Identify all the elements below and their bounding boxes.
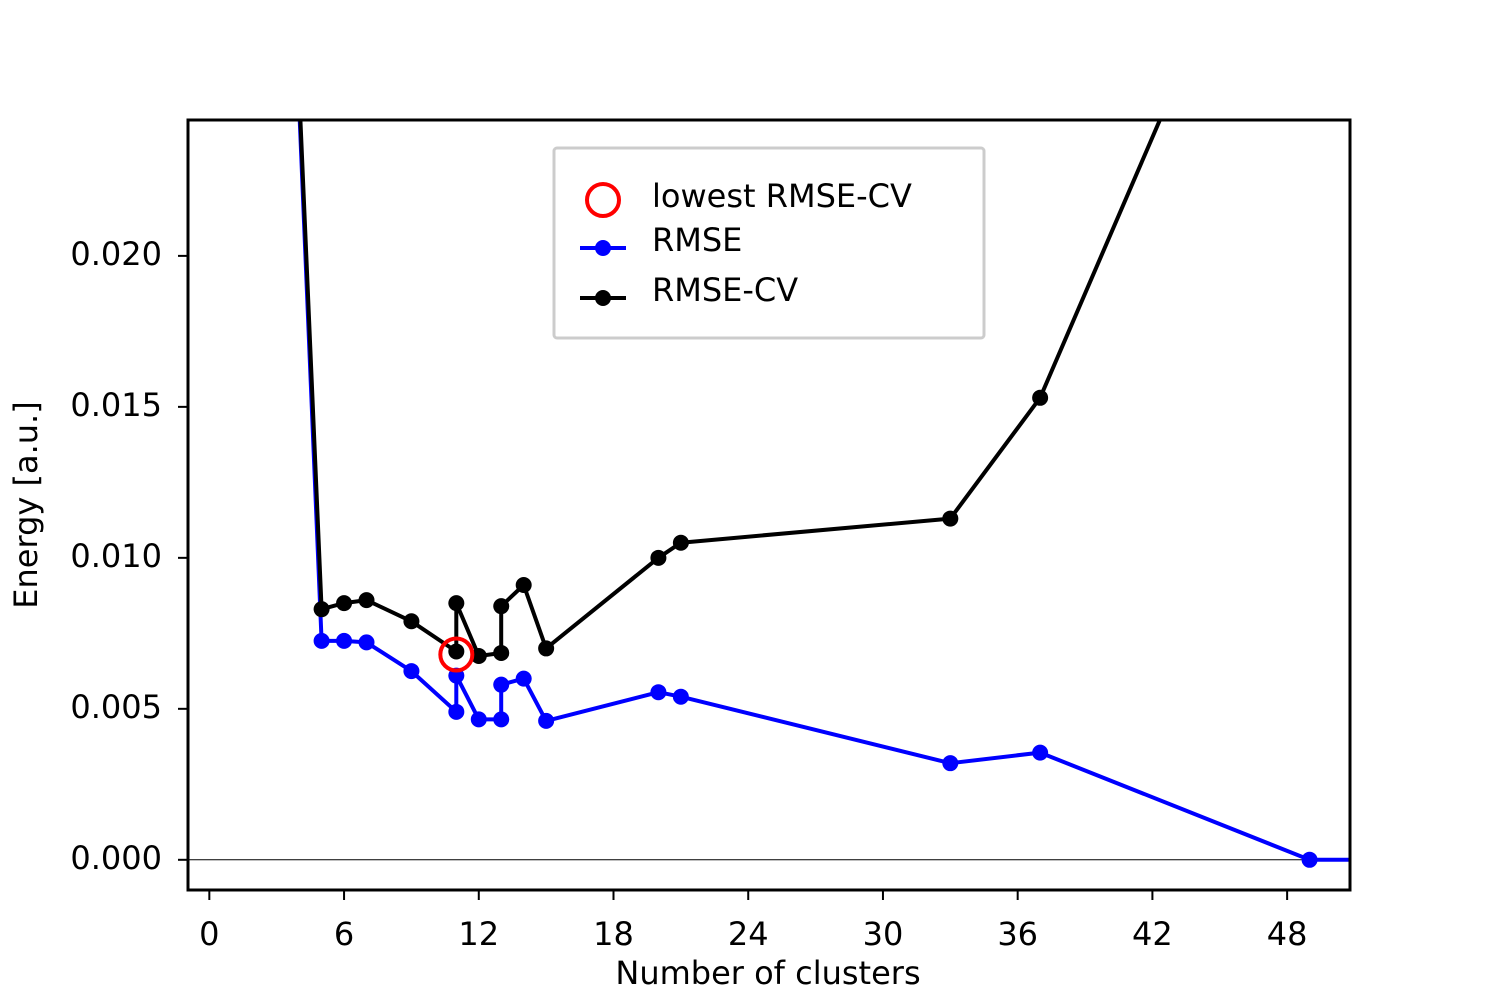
series-point: [313, 632, 330, 649]
x-tick-label: 18: [593, 915, 634, 953]
series-point: [358, 592, 375, 609]
series-point: [448, 643, 465, 660]
y-axis-label: Energy [a.u.]: [7, 401, 45, 608]
series-point: [403, 663, 420, 680]
series-point: [403, 613, 420, 630]
legend-label: RMSE-CV: [652, 271, 798, 309]
axes-frame: [186, 118, 1352, 892]
y-tick-label: 0.020: [70, 235, 162, 273]
series-point: [291, 82, 307, 98]
series-point: [470, 711, 487, 728]
highlight-marker: [438, 636, 475, 673]
series-point: [448, 595, 465, 612]
series-point: [672, 688, 689, 705]
series-point: [493, 598, 510, 615]
x-tick-label: 0: [199, 915, 219, 953]
plot-area: [188, 82, 1385, 868]
series-point: [515, 670, 532, 687]
series-point: [942, 510, 959, 527]
x-tick-label: 12: [458, 915, 499, 953]
legend-marker: [585, 182, 621, 218]
y-tick-label: 0.010: [70, 537, 162, 575]
series-point: [336, 632, 353, 649]
series-point: [1032, 389, 1049, 406]
series-point: [493, 711, 510, 728]
series-point: [538, 712, 555, 729]
series-point: [1301, 851, 1318, 868]
series-point: [470, 647, 487, 664]
legend-marker: [595, 240, 611, 256]
x-tick-label: 30: [863, 915, 904, 953]
series-point: [650, 549, 667, 566]
series-point: [672, 534, 689, 551]
series-point: [1032, 744, 1049, 761]
y-tick-label: 0.015: [70, 386, 162, 424]
series-point: [493, 676, 510, 693]
legend-marker: [595, 290, 611, 306]
series-point: [291, 97, 307, 113]
series-point: [515, 577, 532, 594]
y-tick-label: 0.005: [70, 688, 162, 726]
series-point: [538, 640, 555, 657]
legend-label: lowest RMSE-CV: [652, 177, 912, 215]
series-point: [650, 684, 667, 701]
x-tick-label: 42: [1132, 915, 1173, 953]
series-point: [942, 755, 959, 772]
x-tick-label: 48: [1267, 915, 1308, 953]
x-tick-label: 24: [728, 915, 769, 953]
x-axis-label: Number of clusters: [615, 954, 920, 992]
legend-label: RMSE: [652, 221, 742, 259]
x-tick-label: 36: [997, 915, 1038, 953]
series-point: [448, 703, 465, 720]
series-point: [313, 601, 330, 618]
series-point: [336, 595, 353, 612]
series-point: [358, 634, 375, 651]
series-point: [493, 644, 510, 661]
legend-box: [552, 146, 986, 340]
x-tick-label: 6: [334, 915, 354, 953]
y-tick-label: 0.000: [70, 839, 162, 877]
series-point: [1369, 852, 1385, 868]
